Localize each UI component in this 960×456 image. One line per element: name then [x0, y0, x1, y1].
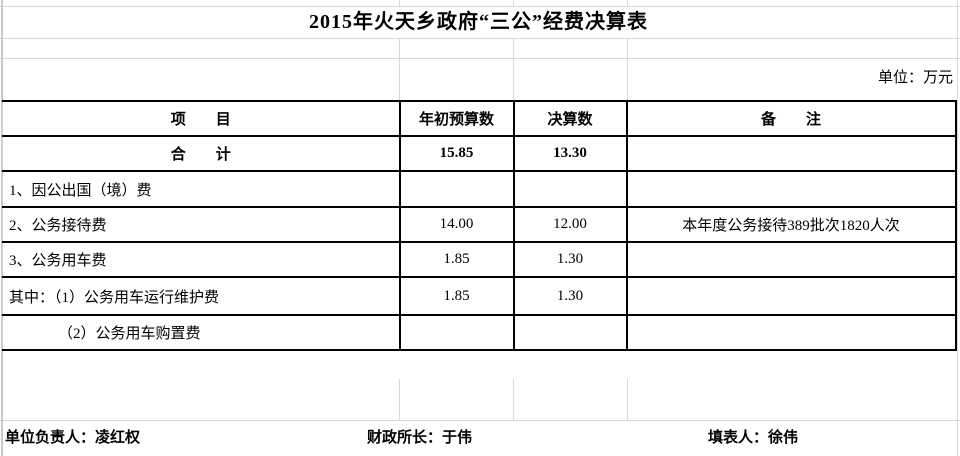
cell-remark[interactable] — [625, 241, 957, 278]
header-row: 项 目 年初预算数 决算数 备 注 — [2, 100, 957, 137]
cell-item[interactable]: 其中：（1）公务用车运行维护费 — [2, 276, 401, 316]
gridline — [513, 0, 514, 6]
gridline — [513, 379, 514, 420]
table-row: 其中：（1）公务用车运行维护费 1.85 1.30 — [2, 276, 957, 316]
gridline — [399, 379, 400, 420]
gridline — [513, 38, 514, 100]
gridline — [0, 420, 960, 421]
cell-item[interactable]: 合 计 — [2, 135, 401, 172]
table-row: 2、公务接待费 14.00 12.00 本年度公务接待389批次1820人次 — [2, 206, 957, 243]
cell-budget[interactable]: 1.85 — [398, 276, 515, 316]
header-remark[interactable]: 备 注 — [625, 100, 957, 137]
table-row: 1、因公出国（境）费 — [2, 170, 957, 208]
cell-budget[interactable]: 14.00 — [398, 206, 515, 243]
cell-final[interactable]: 12.00 — [512, 206, 628, 243]
gridline — [957, 0, 958, 456]
header-budget[interactable]: 年初预算数 — [398, 100, 515, 137]
gridline — [627, 0, 628, 6]
finance-head-label: 财政所长：于伟 — [367, 430, 473, 446]
cell-final[interactable]: 1.30 — [512, 241, 628, 278]
header-final[interactable]: 决算数 — [512, 100, 628, 137]
table-row: 合 计 15.85 13.30 — [2, 135, 957, 172]
gridline — [0, 38, 960, 39]
gridline — [627, 38, 628, 100]
unit-head-label: 单位负责人：凌红权 — [5, 430, 141, 446]
expense-table: 项 目 年初预算数 决算数 备 注 合 计 15.85 13.30 1、因公出国（境）… — [2, 100, 957, 351]
table-body: 合 计 15.85 13.30 1、因公出国（境）费 2、公务接待费 14.00 12.00… — [2, 135, 957, 351]
gridline — [399, 0, 400, 6]
cell-budget[interactable] — [398, 170, 515, 208]
cell-remark[interactable] — [625, 170, 957, 208]
gridline — [627, 379, 628, 420]
gridline — [399, 38, 400, 100]
cell-item[interactable]: 3、公务用车费 — [2, 241, 401, 278]
cell-remark[interactable] — [625, 135, 957, 172]
cell-item[interactable]: 2、公务接待费 — [2, 206, 401, 243]
table-row: （2）公务用车购置费 — [2, 314, 957, 351]
page-title: 2015年火天乡政府“三公”经费决算表 — [309, 11, 648, 33]
cell-remark[interactable] — [625, 276, 957, 316]
cell-item[interactable]: （2）公务用车购置费 — [2, 314, 401, 351]
gridline — [0, 58, 960, 59]
table-row: 3、公务用车费 1.85 1.30 — [2, 241, 957, 278]
preparer-label: 填表人：徐伟 — [708, 430, 799, 446]
gridline — [0, 6, 960, 7]
header-item[interactable]: 项 目 — [2, 100, 401, 137]
cell-final[interactable] — [512, 170, 628, 208]
cell-remark[interactable]: 本年度公务接待389批次1820人次 — [625, 206, 957, 243]
cell-remark[interactable] — [625, 314, 957, 351]
cell-budget[interactable]: 1.85 — [398, 241, 515, 278]
unit-label: 单位：万元 — [877, 70, 953, 86]
cell-final[interactable]: 13.30 — [512, 135, 628, 172]
cell-item[interactable]: 1、因公出国（境）费 — [2, 170, 401, 208]
cell-budget[interactable]: 15.85 — [398, 135, 515, 172]
cell-final[interactable] — [512, 314, 628, 351]
cell-budget[interactable] — [398, 314, 515, 351]
cell-final[interactable]: 1.30 — [512, 276, 628, 316]
